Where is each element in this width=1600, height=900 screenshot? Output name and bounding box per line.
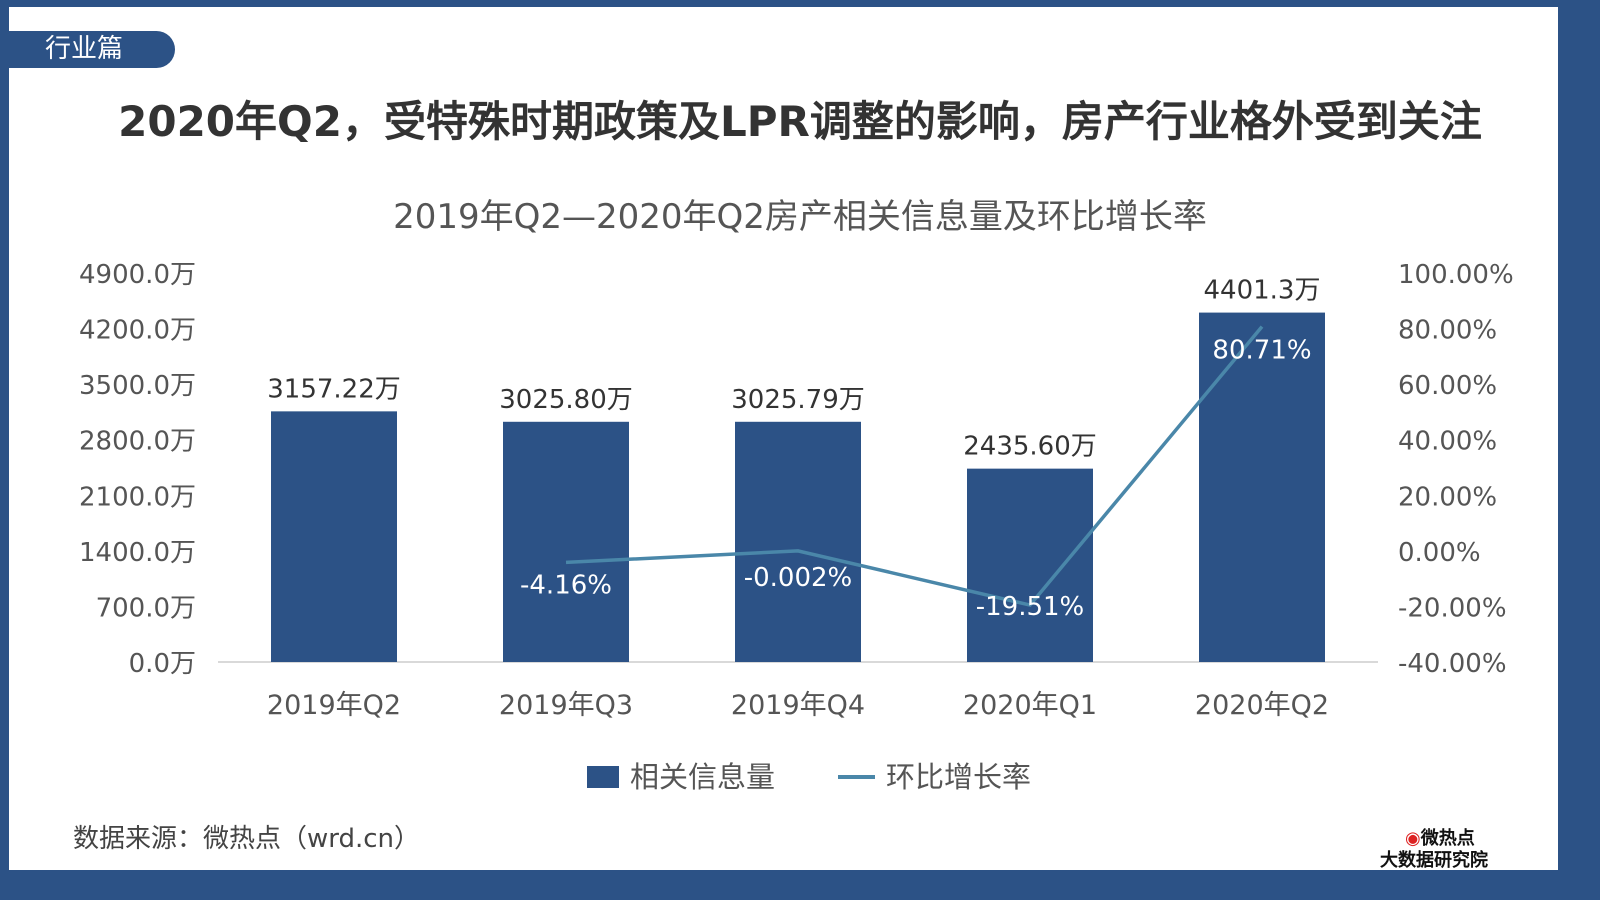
x-tick: 2020年Q2: [1195, 690, 1329, 721]
source-note: 数据来源：微热点（wrd.cn）: [73, 824, 421, 854]
y-left-tick: 0.0万: [129, 649, 196, 679]
y-left-tick: 4900.0万: [79, 260, 196, 290]
y-right-tick: 20.00%: [1398, 482, 1497, 512]
growth-line: [565, 325, 1264, 608]
y-right-tick: -40.00%: [1398, 649, 1507, 679]
bar: [967, 468, 1093, 662]
section-tag: 行业篇: [9, 31, 175, 68]
y-left-tick: 700.0万: [96, 593, 196, 623]
legend-line-label: 环比增长率: [886, 760, 1031, 794]
bar: [271, 411, 397, 662]
y-left-tick: 2800.0万: [79, 427, 196, 457]
bar-label: 3025.80万: [499, 385, 633, 415]
y-right-tick: -20.00%: [1398, 593, 1507, 623]
bar-label: 3025.79万: [731, 385, 865, 415]
line-label: -4.16%: [520, 570, 612, 600]
line-label: -19.51%: [976, 592, 1085, 622]
y-right-tick: 100.00%: [1398, 260, 1514, 290]
bar: [1199, 312, 1325, 662]
line-label: 80.71%: [1212, 336, 1311, 366]
y-right-tick: 80.00%: [1398, 316, 1497, 346]
x-tick: 2019年Q2: [267, 690, 401, 721]
bar-label: 3157.22万: [267, 374, 401, 404]
y-left-tick: 1400.0万: [79, 538, 196, 568]
y-right-tick: 0.00%: [1398, 538, 1481, 568]
y-left-tick: 3500.0万: [79, 371, 196, 401]
logo: ◉微热点 大数据研究院: [1380, 828, 1488, 871]
x-tick: 2020年Q1: [963, 690, 1097, 721]
bar-label: 4401.3万: [1204, 276, 1321, 306]
y-left-tick: 4200.0万: [79, 316, 196, 346]
bar: [503, 421, 629, 662]
x-tick: 2019年Q4: [731, 690, 865, 721]
chart-title: 2019年Q2—2020年Q2房产相关信息量及环比增长率: [393, 197, 1207, 237]
headline: 2020年Q2，受特殊时期政策及LPR调整的影响，房产行业格外受到关注: [118, 97, 1482, 146]
bar-label: 2435.60万: [963, 432, 1097, 462]
y-right-tick: 40.00%: [1398, 427, 1497, 457]
y-right-tick: 60.00%: [1398, 371, 1497, 401]
bar: [735, 421, 861, 662]
legend-bar-swatch: [587, 766, 619, 788]
line-label: -0.002%: [744, 563, 853, 593]
y-left-tick: 2100.0万: [79, 482, 196, 512]
legend-bar-label: 相关信息量: [630, 760, 775, 794]
x-tick: 2019年Q3: [499, 690, 633, 721]
